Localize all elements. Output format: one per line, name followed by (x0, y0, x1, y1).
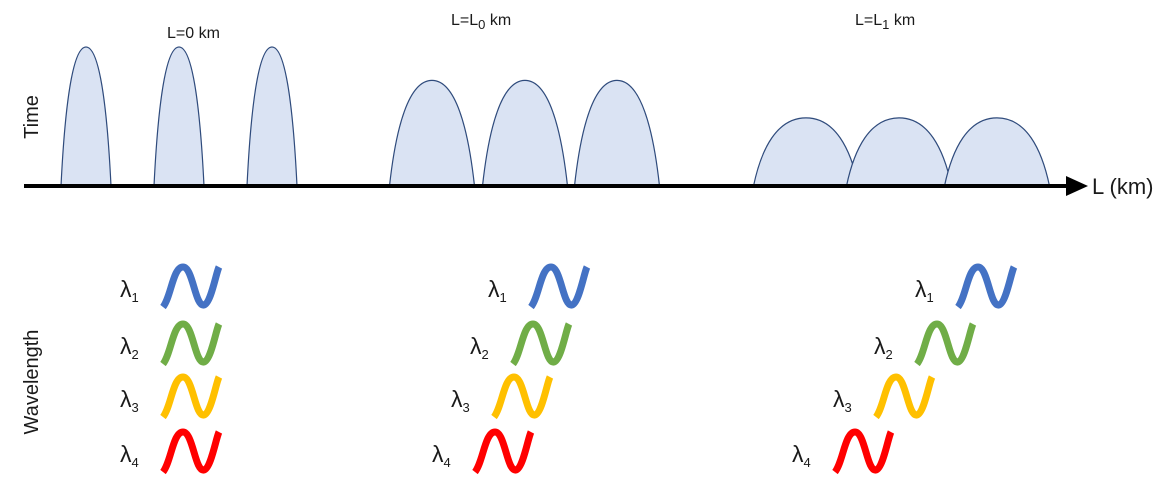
lambda-label-stage-0-1: λ1 (120, 276, 139, 305)
wave-stage-0-lambda-1 (160, 263, 223, 310)
wavelength-axis-label: Wavelength (21, 330, 43, 435)
pulse-stage-0-0 (60, 46, 112, 187)
lambda-label-stage-2-1: λ1 (915, 276, 934, 305)
wave-stage-1-lambda-3 (491, 373, 554, 420)
wave-stage-0-lambda-3 (160, 373, 223, 420)
stage-label-1: L=L0 km (451, 12, 511, 32)
wave-stage-2-lambda-1 (955, 263, 1018, 310)
wave-stage-2-lambda-3 (873, 373, 936, 420)
pulse-stage-0-1 (153, 46, 205, 187)
pulse-stage-0-2 (246, 46, 298, 187)
distance-axis-arrowhead (1066, 176, 1088, 196)
lambda-label-stage-0-2: λ2 (120, 333, 139, 362)
pulse-stage-2-0 (752, 117, 860, 187)
wave-stage-2-lambda-4 (832, 428, 895, 475)
wave-stage-1-lambda-1 (528, 263, 591, 310)
pulse-stage-1-0 (388, 79, 476, 187)
lambda-label-stage-0-3: λ3 (120, 386, 139, 415)
distance-axis-label: L (km) (1092, 174, 1154, 199)
lambda-label-stage-0-4: λ4 (120, 441, 139, 470)
lambda-label-stage-2-4: λ4 (792, 441, 811, 470)
lambda-label-stage-2-2: λ2 (874, 333, 893, 362)
pulse-stage-1-2 (573, 79, 661, 187)
wave-stage-2-lambda-2 (914, 320, 977, 367)
wave-stage-1-lambda-4 (472, 428, 535, 475)
wave-stage-0-lambda-4 (160, 428, 223, 475)
time-axis-label: Time (21, 95, 43, 139)
lambda-label-stage-1-1: λ1 (488, 276, 507, 305)
wave-stage-1-lambda-2 (510, 320, 573, 367)
wave-stage-0-lambda-2 (160, 320, 223, 367)
lambda-label-stage-2-3: λ3 (833, 386, 852, 415)
stage-label-0: L=0 km (167, 25, 220, 42)
pulse-stage-2-2 (943, 117, 1051, 187)
stage-label-2: L=L1 km (855, 12, 915, 32)
pulse-group (60, 46, 1051, 187)
lambda-label-stage-1-4: λ4 (432, 441, 451, 470)
pulse-stage-2-1 (845, 117, 953, 187)
pulse-stage-1-1 (481, 79, 569, 187)
lambda-label-stage-1-3: λ3 (451, 386, 470, 415)
lambda-label-stage-1-2: λ2 (470, 333, 489, 362)
